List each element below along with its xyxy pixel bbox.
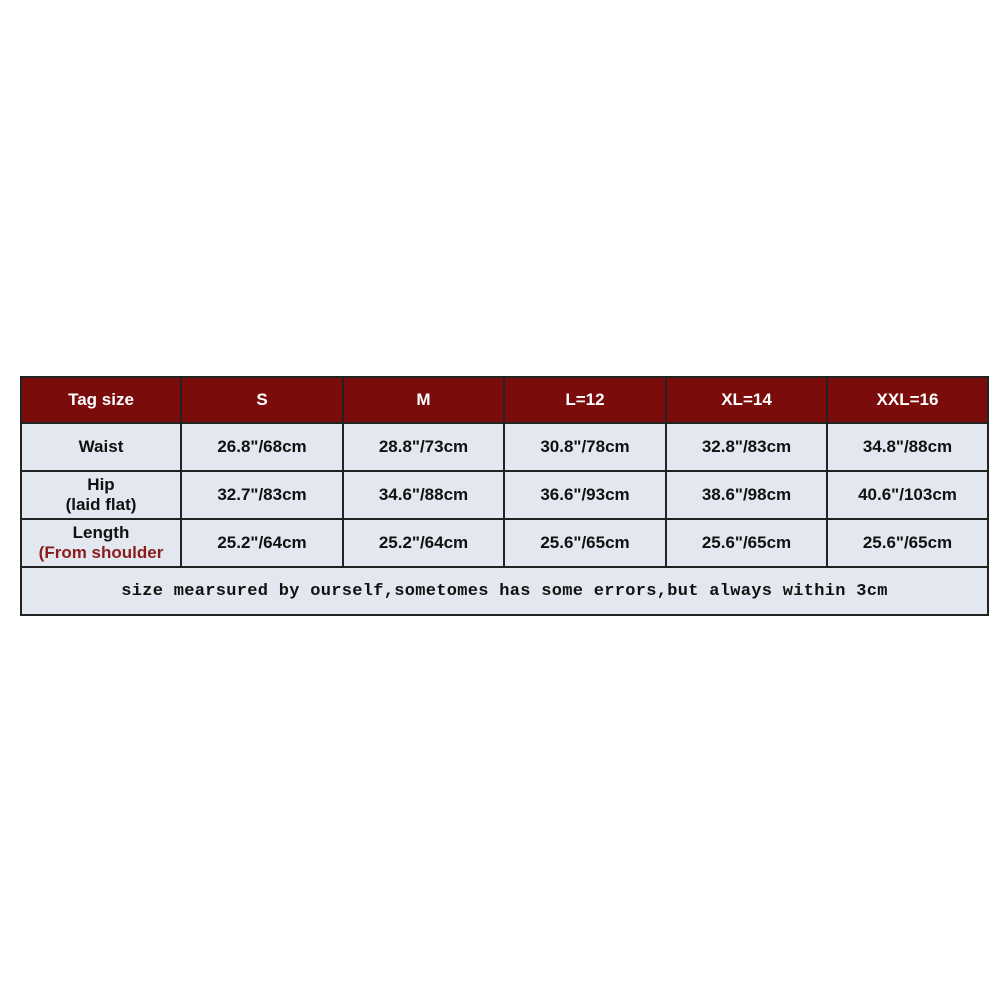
table-cell: 26.8"/68cm (180, 422, 344, 472)
table-cell: 34.6"/88cm (342, 470, 505, 520)
table-row-waist: Waist 26.8"/68cm 28.8"/73cm 30.8"/78cm 3… (20, 422, 989, 472)
table-cell: 25.2"/64cm (342, 518, 505, 568)
row-label-text: Hip (87, 475, 115, 494)
table-cell: 28.8"/73cm (342, 422, 505, 472)
table-cell: 32.8"/83cm (665, 422, 828, 472)
table-cell: 25.2"/64cm (180, 518, 344, 568)
table-cell: 32.7"/83cm (180, 470, 344, 520)
table-cell: 34.8"/88cm (826, 422, 989, 472)
row-label: Waist (20, 422, 182, 472)
header-size-s: S (180, 376, 344, 424)
note-row: size mearsured by ourself,sometomes has … (20, 566, 989, 616)
row-label: Length (From shoulder (20, 518, 182, 568)
header-size-l: L=12 (503, 376, 667, 424)
table-cell: 38.6"/98cm (665, 470, 828, 520)
row-label-text: Waist (78, 437, 124, 456)
header-row: Tag size S M L=12 XL=14 XXL=16 (20, 376, 989, 424)
table-row-length: Length (From shoulder 25.2"/64cm 25.2"/64… (20, 518, 989, 568)
table-cell: 25.6"/65cm (826, 518, 989, 568)
measurement-note: size mearsured by ourself,sometomes has … (20, 566, 989, 616)
row-sublabel: (laid flat) (65, 495, 137, 514)
table-cell: 36.6"/93cm (503, 470, 667, 520)
table-cell: 25.6"/65cm (665, 518, 828, 568)
row-sublabel: (From shoulder (38, 543, 164, 562)
size-chart-table: Tag size S M L=12 XL=14 XXL=16 Waist 26.… (20, 376, 989, 616)
table-row-hip: Hip (laid flat) 32.7"/83cm 34.6"/88cm 36.… (20, 470, 989, 520)
header-size-xxl: XXL=16 (826, 376, 989, 424)
table-cell: 30.8"/78cm (503, 422, 667, 472)
header-tag-size: Tag size (20, 376, 182, 424)
row-label-text: Length (72, 523, 130, 542)
header-size-xl: XL=14 (665, 376, 828, 424)
header-size-m: M (342, 376, 505, 424)
table-cell: 40.6"/103cm (826, 470, 989, 520)
table-cell: 25.6"/65cm (503, 518, 667, 568)
row-label: Hip (laid flat) (20, 470, 182, 520)
